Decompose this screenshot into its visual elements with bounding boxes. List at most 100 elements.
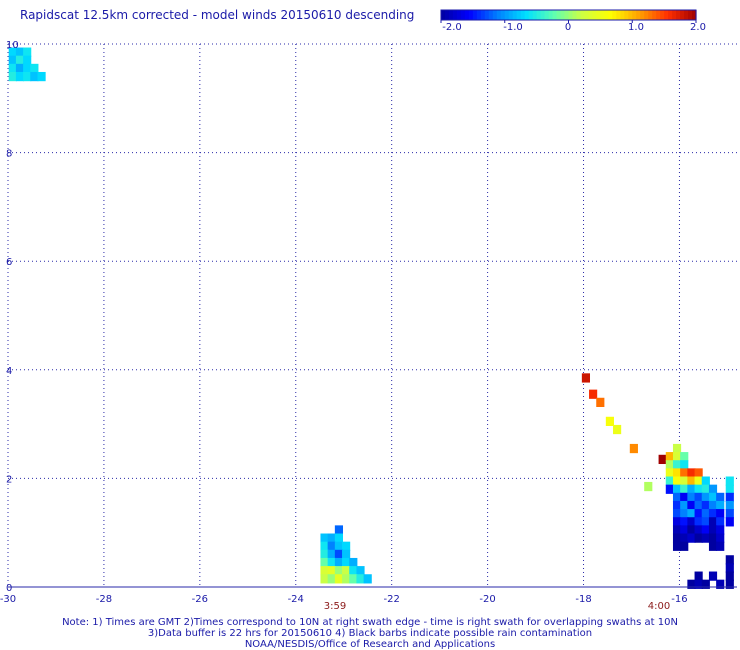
heatmap-cell — [701, 476, 710, 486]
colorbar-segment — [468, 10, 474, 20]
colorbar-segment — [524, 10, 530, 20]
heatmap-cell — [694, 468, 703, 478]
heatmap-cell — [708, 541, 718, 551]
colorbar-segment — [648, 10, 653, 20]
footer-note-1: Note: 1) Times are GMT 2)Times correspon… — [62, 617, 678, 628]
heatmap-cell — [349, 574, 358, 584]
colorbar-segment — [544, 10, 550, 20]
colorbar-segment — [512, 10, 518, 20]
y-tick-label: 0 — [6, 583, 12, 594]
colorbar-segment — [604, 10, 609, 20]
heatmap-cell — [363, 574, 372, 584]
x-tick-label: -18 — [575, 594, 591, 605]
colorbar-segment — [504, 10, 510, 20]
colorbar-segment — [692, 10, 697, 20]
colorbar-segment — [680, 10, 685, 20]
colorbar-segment — [480, 10, 486, 20]
heatmap-cell — [349, 557, 358, 568]
heatmap-cell — [334, 557, 344, 568]
colorbar-segment — [464, 10, 470, 20]
colorbar-segment — [536, 10, 542, 20]
heatmap-cell — [665, 460, 674, 470]
heatmap-cell — [708, 517, 718, 527]
heatmap-cell — [701, 579, 710, 589]
heatmap-cell — [672, 492, 682, 503]
colorbar-label: -1.0 — [503, 22, 523, 33]
heatmap-cell — [680, 541, 689, 551]
heatmap-cell — [665, 468, 674, 478]
heatmap-cell — [672, 541, 682, 551]
heatmap-cell — [687, 484, 696, 494]
heatmap-cell — [327, 533, 336, 543]
colorbar-segment — [640, 10, 645, 20]
heatmap-cell — [680, 525, 689, 535]
heatmap-cell — [342, 557, 351, 568]
colorbar-segment — [496, 10, 502, 20]
heatmap-cell — [342, 549, 351, 560]
heatmap-cell — [701, 525, 710, 535]
heatmap-cell — [15, 47, 25, 57]
heatmap-cell — [680, 509, 689, 519]
heatmap-cell — [672, 443, 682, 454]
heatmap-cell — [694, 509, 703, 519]
heatmap-cell — [15, 55, 25, 65]
heatmap-cell — [327, 566, 336, 576]
heatmap-cell — [725, 555, 734, 565]
heatmap-cell — [320, 533, 329, 543]
colorbar-segment — [448, 10, 454, 20]
colorbar-segment — [656, 10, 661, 20]
colorbar-segment — [684, 10, 689, 20]
colorbar-segment — [652, 10, 657, 20]
heatmap-cell — [687, 500, 696, 511]
colorbar-segment — [484, 10, 490, 20]
heatmap-cell — [687, 579, 696, 589]
heatmap-cell — [694, 579, 703, 589]
colorbar-segment — [548, 10, 554, 20]
heatmap-cell — [694, 517, 703, 527]
heatmap-cell — [687, 533, 696, 543]
heatmap-cell — [581, 373, 591, 383]
heatmap-cell — [725, 500, 734, 511]
x-tick-label: -26 — [192, 594, 208, 605]
colorbar-segment — [644, 10, 649, 20]
x-tick-label: -16 — [671, 594, 687, 605]
heatmap-cell — [334, 574, 344, 584]
colorbar-segment — [572, 10, 578, 20]
heatmap-cell — [672, 509, 682, 519]
heatmap-cell — [320, 549, 329, 560]
colorbar-label: 0 — [565, 22, 571, 33]
heatmap-cell — [694, 484, 703, 494]
heatmap-cell — [8, 71, 17, 82]
colorbar-segment — [516, 10, 522, 20]
colorbar-label: -2.0 — [442, 22, 462, 33]
heatmap-cell — [596, 397, 605, 407]
heatmap-cell — [725, 509, 734, 519]
heatmap-cell — [665, 452, 674, 462]
colorbar-segment — [556, 10, 562, 20]
grid-lines — [8, 43, 737, 587]
heatmap-cell — [680, 500, 689, 511]
colorbar-segment — [564, 10, 570, 20]
heatmap-cell — [716, 525, 725, 535]
heatmap-cell — [716, 579, 725, 589]
colorbar-segment — [624, 10, 629, 20]
heatmap-cell — [694, 476, 703, 486]
heatmap-cell — [687, 509, 696, 519]
heatmap-cell — [356, 566, 365, 576]
colorbar-segment — [492, 10, 498, 20]
heatmap-cell — [320, 566, 329, 576]
heatmap-cell — [680, 484, 689, 494]
heatmap-cell — [694, 500, 703, 511]
y-tick-label: 4 — [6, 366, 12, 377]
heatmap-cell — [716, 500, 725, 511]
heatmap-cell — [8, 55, 17, 65]
heatmap-cell — [701, 509, 710, 519]
heatmap-cell — [708, 571, 718, 581]
colorbar-label: 1.0 — [628, 22, 644, 33]
axes: -30 -28 -26 -24 -22 -20 -18 -16 0 2 4 6 8 10 — [0, 40, 737, 605]
heatmap-cell — [15, 71, 25, 82]
x-tick-label: -22 — [384, 594, 400, 605]
colorbar-segment — [664, 10, 669, 20]
heatmap-cell — [701, 533, 710, 543]
